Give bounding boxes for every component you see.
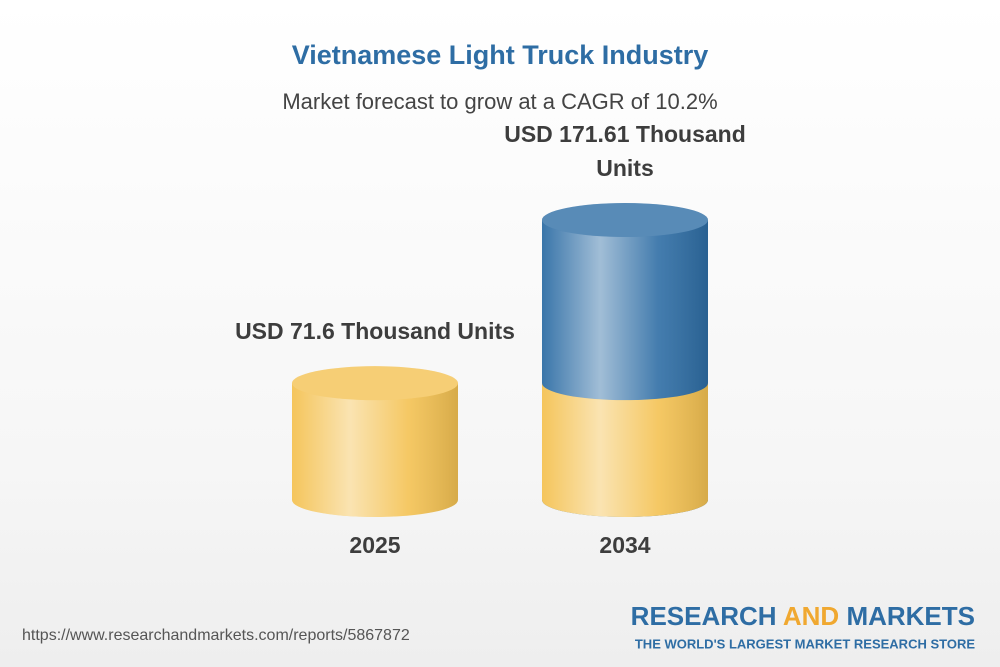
source-url: https://www.researchandmarkets.com/repor…: [22, 627, 410, 644]
value-label: USD 71.6 Thousand Units: [235, 318, 515, 345]
cylinder-shade: [292, 383, 458, 517]
x-tick-label: 2025: [349, 532, 400, 558]
brand-word: MARKETS: [846, 601, 975, 631]
cylinder-top: [292, 366, 458, 401]
value-label: USD 171.61 Thousand Units: [504, 121, 746, 181]
chart-title: Vietnamese Light Truck Industry: [292, 40, 709, 70]
cylinder-shade: [542, 383, 708, 517]
brand-name: RESEARCH AND MARKETS: [631, 601, 975, 631]
cylinder-top-shine: [292, 366, 458, 401]
brand-word: AND: [783, 601, 839, 631]
cylinder-top: [542, 203, 708, 237]
brand-tagline: THE WORLD'S LARGEST MARKET RESEARCH STOR…: [635, 636, 975, 651]
x-tick-label: 2034: [599, 532, 650, 558]
cylinder-top-shine: [542, 203, 708, 237]
brand-word: RESEARCH: [631, 601, 777, 631]
chart-subtitle: Market forecast to grow at a CAGR of 10.…: [282, 89, 717, 114]
